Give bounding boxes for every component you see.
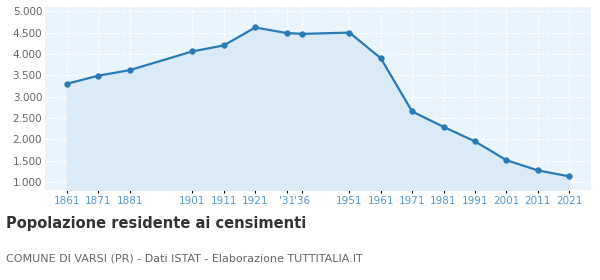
Text: Popolazione residente ai censimenti: Popolazione residente ai censimenti xyxy=(6,216,306,231)
Text: COMUNE DI VARSI (PR) - Dati ISTAT - Elaborazione TUTTITALIA.IT: COMUNE DI VARSI (PR) - Dati ISTAT - Elab… xyxy=(6,254,363,264)
